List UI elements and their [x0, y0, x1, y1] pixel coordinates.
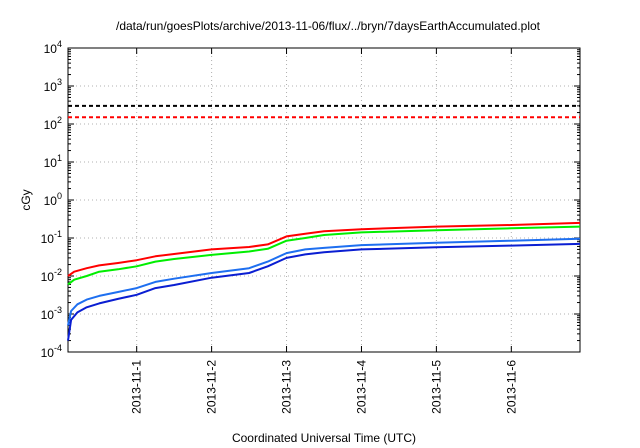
x-tick-label: 2013-11-1 [130, 360, 144, 414]
x-tick-label: 2013-11-5 [429, 360, 443, 414]
series-line [67, 242, 581, 341]
x-axis-label: Coordinated Universal Time (UTC) [232, 431, 416, 445]
series-line [67, 225, 581, 286]
y-tick-label: 100 [44, 191, 62, 208]
axis-ticks [68, 47, 580, 353]
y-tick-label: 10-4 [41, 343, 62, 360]
x-tick-label: 2013-11-6 [504, 360, 518, 414]
y-tick-label: 10-3 [41, 305, 62, 322]
series-line [67, 237, 581, 326]
y-tick-label: 104 [44, 39, 62, 56]
y-tick-label: 10-1 [41, 229, 62, 246]
x-tick-labels: 2013-11-1 2013-11-2 2013-11-3 2013-11-4 2013… [130, 360, 519, 414]
x-tick-label: 2013-11-4 [354, 360, 368, 414]
y-tick-label: 101 [44, 153, 62, 170]
y-axis-label: cGy [19, 189, 33, 210]
chart-title: /data/run/goesPlots/archive/2013-11-06/f… [116, 19, 541, 33]
y-tick-label: 102 [44, 115, 62, 132]
x-tick-label: 2013-11-3 [280, 360, 294, 414]
y-tick-label: 10-2 [41, 267, 62, 284]
y-tick-label: 103 [44, 77, 62, 94]
grid [68, 48, 580, 352]
y-tick-labels: 10-4 10-3 10-2 10-1 100 101 102 103 104 [41, 39, 62, 360]
series-lines [67, 221, 581, 341]
x-tick-label: 2013-11-2 [205, 360, 219, 414]
series-line [67, 221, 581, 277]
reference-lines [68, 104, 580, 119]
